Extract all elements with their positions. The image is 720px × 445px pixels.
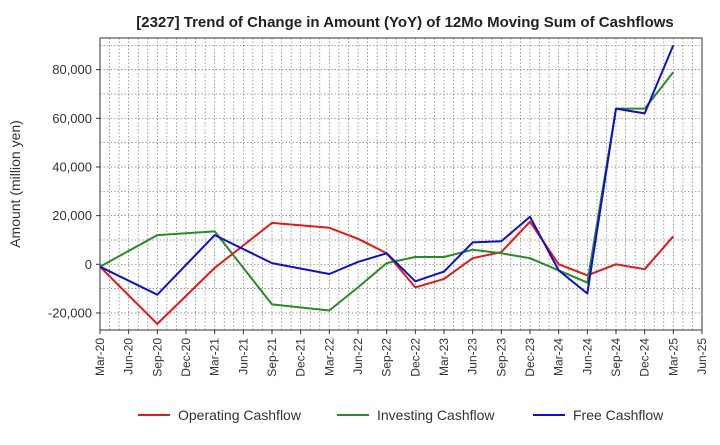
x-tick-label: Mar-21	[208, 338, 222, 376]
x-tick-label: Mar-25	[666, 338, 680, 376]
y-axis-ticks: -20,000 0 20,000 40,000 60,000 80,000	[48, 62, 100, 320]
x-tick-label: Mar-24	[552, 338, 566, 376]
grid	[99, 38, 703, 330]
x-tick-label: Sep-20	[150, 338, 164, 377]
x-tick-label: Dec-20	[179, 338, 193, 377]
chart-title: [2327] Trend of Change in Amount (YoY) o…	[136, 14, 674, 31]
x-tick-label: Jun-23	[466, 338, 480, 375]
x-tick-label: Sep-21	[265, 338, 279, 377]
y-tick-label: 80,000	[52, 62, 92, 77]
y-axis-label: Amount (million yen)	[7, 120, 23, 248]
y-tick-label: -20,000	[48, 305, 92, 320]
y-tick-label: 20,000	[52, 208, 92, 223]
x-axis-ticks: Mar-20 Jun-20 Sep-20 Dec-20 Mar-21 Jun-21 Sep-…	[93, 330, 709, 377]
x-tick-label: Dec-24	[638, 338, 652, 377]
y-tick-label: 40,000	[52, 159, 92, 174]
legend: Operating Cashflow Investing Cashflow Free…	[138, 407, 664, 423]
legend-label-operating-cashflow: Operating Cashflow	[178, 407, 302, 423]
x-tick-label: Jun-24	[580, 338, 594, 375]
y-tick-label: 60,000	[52, 111, 92, 126]
x-tick-label: Mar-23	[437, 338, 451, 376]
x-tick-label: Sep-24	[609, 338, 623, 377]
series-lines	[99, 44, 675, 325]
x-tick-label: Dec-22	[408, 338, 422, 377]
x-tick-label: Jun-20	[122, 338, 136, 375]
x-tick-label: Jun-25	[695, 338, 709, 375]
x-tick-label: Sep-22	[380, 338, 394, 377]
y-tick-label: 0	[85, 257, 92, 272]
legend-label-investing-cashflow: Investing Cashflow	[377, 407, 495, 423]
series-line-investing-cashflow	[99, 71, 675, 312]
plot-frame	[99, 37, 703, 331]
x-tick-label: Dec-23	[523, 338, 537, 377]
x-tick-label: Jun-21	[236, 338, 250, 375]
x-tick-label: Mar-20	[93, 338, 107, 376]
x-tick-label: Sep-23	[494, 338, 508, 377]
series-line-operating-cashflow	[99, 220, 675, 325]
x-tick-label: Dec-21	[294, 338, 308, 377]
series-line-free-cashflow	[99, 44, 675, 296]
legend-label-free-cashflow: Free Cashflow	[573, 407, 664, 423]
x-tick-label: Jun-22	[351, 338, 365, 375]
x-tick-label: Mar-22	[322, 338, 336, 376]
